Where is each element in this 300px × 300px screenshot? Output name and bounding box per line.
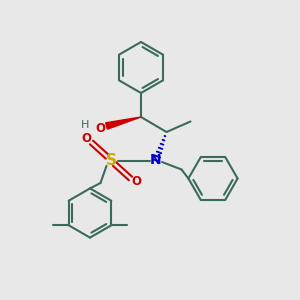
Text: N: N	[150, 154, 162, 167]
Text: O: O	[131, 175, 141, 188]
Polygon shape	[106, 117, 141, 129]
Text: S: S	[106, 153, 116, 168]
Text: O: O	[95, 122, 106, 135]
Text: O: O	[81, 132, 91, 146]
Text: H: H	[81, 119, 90, 130]
